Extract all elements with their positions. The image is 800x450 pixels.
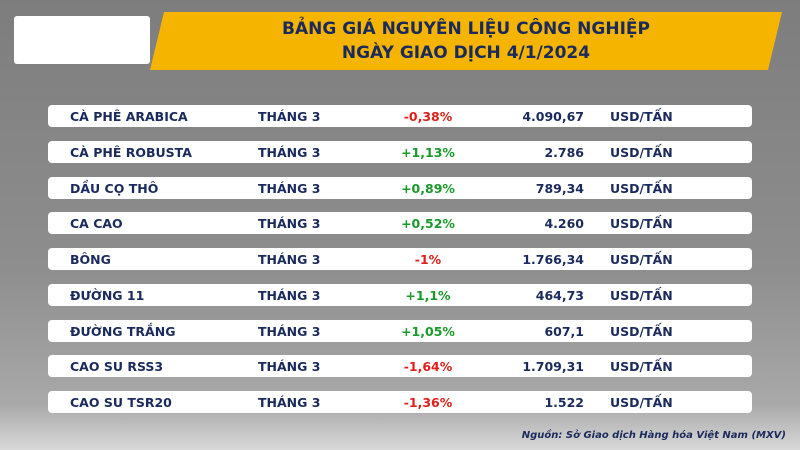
commodity: CÀ PHÊ ARABICA	[70, 109, 188, 124]
change: +0,89%	[401, 180, 455, 196]
change: +1,1%	[405, 287, 451, 303]
unit: USD/TẤN	[610, 287, 673, 303]
table-row: CAO SU TSR20 THÁNG 3 -1,36% 1.522 USD/TẤN	[48, 391, 752, 413]
change: -0,38%	[403, 109, 453, 124]
unit: USD/TẤN	[610, 395, 673, 410]
contract-month: THÁNG 3	[258, 180, 321, 196]
commodity: CAO SU TSR20	[70, 395, 172, 410]
title-banner: BẢNG GIÁ NGUYÊN LIỆU CÔNG NGHIỆP NGÀY GI…	[150, 12, 782, 70]
price: 1.709,31	[522, 359, 584, 375]
commodity: ĐƯỜNG 11	[70, 287, 145, 303]
table-row: ĐƯỜNG TRẮNG THÁNG 3 +1,05% 607,1 USD/TẤN	[48, 319, 752, 342]
change: +1,05%	[401, 323, 455, 339]
unit: USD/TẤN	[610, 323, 673, 339]
price: 789,34	[535, 180, 584, 196]
source: Nguồn: Sở Giao dịch Hàng hóa Việt Nam (M…	[521, 430, 786, 441]
contract-month: THÁNG 3	[258, 109, 321, 124]
commodity: BÔNG	[70, 252, 111, 267]
price: 1.766,34	[522, 252, 584, 267]
title-line: BẢNG GIÁ NGUYÊN LIỆU CÔNG NGHIỆP	[282, 19, 650, 39]
change: -1%	[414, 252, 442, 267]
commodity: CA CAO	[70, 216, 123, 232]
change: +1,13%	[401, 144, 455, 160]
commodity: CÀ PHÊ ROBUSTA	[70, 144, 192, 160]
unit: USD/TẤN	[610, 180, 673, 196]
table-row: BÔNG THÁNG 3 -1% 1.766,34 USD/TẤN	[48, 248, 752, 270]
price: 4.260	[544, 216, 584, 232]
contract-month: THÁNG 3	[258, 216, 321, 232]
table-row: CÀ PHÊ ROBUSTA THÁNG 3 +1,13% 2.786 USD/TẤN	[48, 140, 752, 163]
change: -1,64%	[403, 359, 453, 375]
commodity: CAO SU RSS3	[70, 359, 164, 375]
price: 1.522	[544, 395, 584, 410]
table-row: ĐƯỜNG 11 THÁNG 3 +1,1% 464,73 USD/TẤN	[48, 283, 752, 306]
change: -1,36%	[403, 395, 453, 410]
contract-month: THÁNG 3	[258, 287, 321, 303]
unit: USD/TẤN	[610, 252, 673, 267]
commodity: DẦU CỌ THÔ	[70, 180, 159, 196]
unit: USD/TẤN	[610, 144, 673, 160]
price: 464,73	[535, 287, 584, 303]
commodity: ĐƯỜNG TRẮNG	[70, 323, 176, 339]
unit: USD/TẤN	[610, 109, 673, 124]
unit: USD/TẤN	[610, 359, 673, 375]
price: 4.090,67	[522, 109, 584, 124]
title-line: NGÀY GIAO DỊCH 4/1/2024	[341, 43, 591, 63]
contract-month: THÁNG 3	[258, 323, 321, 339]
table-row: CAO SU RSS3 THÁNG 3 -1,64% 1.709,31 USD/TẤN	[48, 355, 752, 378]
change: +0,52%	[401, 216, 455, 232]
table-row: CA CAO THÁNG 3 +0,52% 4.260 USD/TẤN	[48, 212, 752, 235]
table-row: CÀ PHÊ ARABICA THÁNG 3 -0,38% 4.090,67 USD/T…	[48, 105, 752, 127]
contract-month: THÁNG 3	[258, 359, 321, 375]
unit: USD/TẤN	[610, 216, 673, 232]
contract-month: THÁNG 3	[258, 395, 321, 410]
logo	[14, 16, 150, 64]
contract-month: THÁNG 3	[258, 144, 321, 160]
table-row: DẦU CỌ THÔ THÁNG 3 +0,89% 789,34 USD/TẤN	[48, 176, 752, 199]
price: 2.786	[544, 144, 584, 160]
contract-month: THÁNG 3	[258, 252, 321, 267]
price: 607,1	[544, 323, 584, 339]
